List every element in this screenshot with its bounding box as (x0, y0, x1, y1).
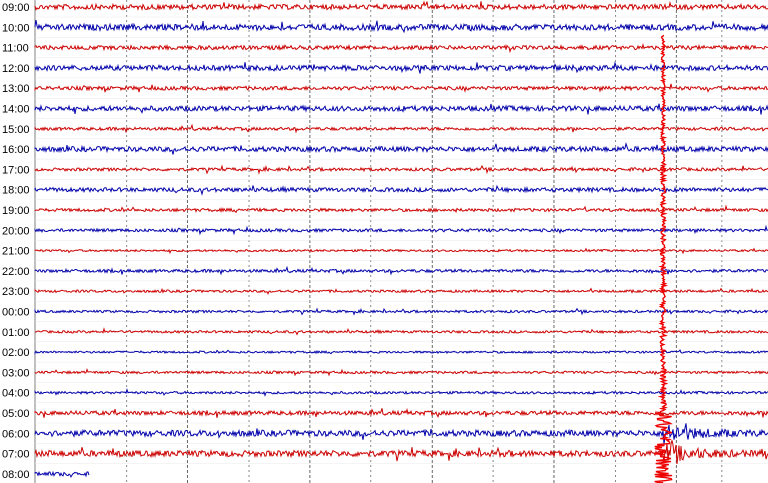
seismic-trace-1300 (34, 83, 768, 93)
seismic-trace-1800 (34, 184, 768, 196)
hour-label: 19:00 (2, 205, 30, 217)
hour-label: 07:00 (2, 449, 30, 461)
seismic-trace-0600 (34, 423, 768, 445)
seismic-trace-0500 (34, 407, 768, 419)
seismic-trace-0300 (34, 367, 768, 377)
hour-label: 14:00 (2, 104, 30, 116)
seismic-trace-0800 (34, 470, 90, 478)
hour-label: 00:00 (2, 307, 30, 319)
hour-label: 13:00 (2, 83, 30, 95)
hour-label: 11:00 (2, 43, 29, 55)
hour-label: 12:00 (2, 63, 30, 75)
seismic-trace-1700 (34, 164, 768, 175)
hour-label: 05:00 (2, 408, 30, 420)
hour-label: 02:00 (2, 347, 30, 359)
hour-label: 17:00 (2, 164, 30, 176)
hour-label: 15:00 (2, 124, 30, 136)
hour-label: 06:00 (2, 428, 30, 440)
seismic-trace-2100 (34, 247, 768, 255)
seismic-trace-1000 (34, 20, 768, 34)
seismic-trace-0100 (34, 327, 768, 336)
hour-label: 09:00 (2, 2, 30, 14)
hour-label: 21:00 (2, 246, 30, 258)
seismic-traces (34, 0, 768, 478)
seismic-trace-1400 (34, 103, 768, 115)
seismic-trace-1900 (34, 204, 768, 214)
hour-label: 03:00 (2, 367, 30, 379)
seismic-trace-2200 (34, 265, 768, 276)
hour-label: 01:00 (2, 327, 30, 339)
hour-label: 16:00 (2, 144, 30, 156)
seismic-trace-0400 (34, 388, 768, 397)
seismic-trace-0700 (34, 440, 768, 465)
hour-label: 04:00 (2, 388, 30, 400)
seismic-trace-1500 (34, 123, 768, 134)
seismic-trace-0900 (34, 0, 768, 12)
seismic-trace-1200 (34, 61, 768, 74)
seismic-trace-1600 (34, 141, 768, 155)
hour-label: 18:00 (2, 185, 30, 197)
earthquake-spike (654, 34, 673, 483)
seismic-trace-0200 (34, 349, 768, 355)
hour-label: 23:00 (2, 286, 30, 298)
hour-label: 08:00 (2, 469, 30, 481)
gridlines (34, 0, 768, 483)
seismic-trace-0000 (34, 307, 768, 316)
seismic-trace-2000 (34, 224, 768, 236)
seismic-trace-2300 (34, 287, 768, 296)
hour-labels: 09:00 10:00 11:00 12:00 13:00 14:00 15:00 16:00… (2, 2, 30, 481)
hour-label: 22:00 (2, 266, 30, 278)
hour-label: 20:00 (2, 225, 30, 237)
earthquake-event (654, 34, 673, 483)
hour-label: 10:00 (2, 22, 30, 34)
seismic-trace-1100 (34, 42, 768, 54)
